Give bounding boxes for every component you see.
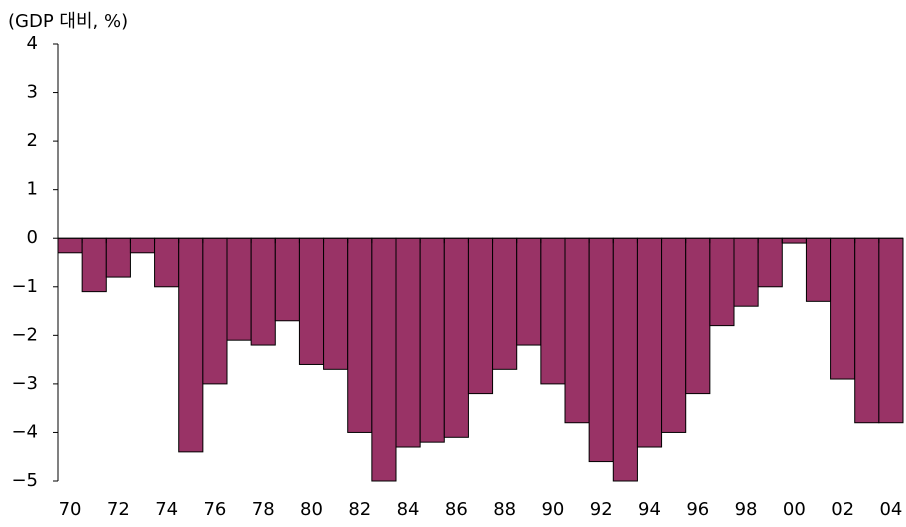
y-tick-label: 2	[27, 130, 38, 151]
y-tick-label: −1	[11, 276, 38, 297]
x-tick-label: 94	[638, 499, 661, 520]
x-tick-label: 82	[348, 499, 371, 520]
x-tick-label: 00	[783, 499, 806, 520]
bar	[178, 237, 204, 453]
bar	[805, 237, 832, 302]
x-tick-label: 88	[493, 499, 516, 520]
bar	[830, 237, 856, 380]
bar	[323, 237, 349, 370]
y-unit-label: (GDP 대비, %)	[8, 11, 128, 32]
bar	[757, 237, 783, 288]
x-tick-label: 72	[107, 499, 130, 520]
bar	[588, 237, 614, 463]
y-tick-label: 0	[27, 227, 38, 248]
bar	[636, 237, 663, 448]
bar	[685, 237, 711, 395]
x-tick-label: 74	[155, 499, 178, 520]
y-tick-label: −4	[11, 421, 38, 442]
bar	[226, 237, 252, 341]
bar	[81, 237, 107, 293]
x-tick-label: 04	[879, 499, 902, 520]
bar	[347, 237, 373, 433]
x-tick-label: 96	[686, 499, 709, 520]
x-tick-label: 92	[590, 499, 613, 520]
bar	[540, 237, 566, 385]
x-tick-label: 02	[831, 499, 854, 520]
x-tick-label: 84	[397, 499, 420, 520]
y-tick-label: −5	[11, 470, 38, 491]
bar	[878, 237, 904, 424]
bar	[612, 237, 638, 482]
bar	[854, 237, 880, 424]
x-tick-label: 86	[445, 499, 468, 520]
bar	[129, 237, 156, 254]
bar	[57, 237, 83, 254]
bar	[564, 237, 590, 424]
bar	[298, 237, 325, 365]
bar	[250, 237, 276, 346]
bar	[395, 237, 421, 448]
x-tick-label: 98	[735, 499, 758, 520]
bar	[105, 237, 131, 278]
y-tick-label: 4	[27, 33, 38, 54]
bar	[781, 237, 807, 244]
x-tick-label: 80	[300, 499, 323, 520]
bar	[371, 237, 397, 482]
x-tick-label: 76	[203, 499, 226, 520]
bar	[516, 237, 542, 346]
bar	[467, 237, 494, 395]
y-tick-label: 3	[27, 82, 38, 103]
bar	[202, 237, 228, 385]
y-tick-label: 1	[27, 179, 38, 200]
bar	[274, 237, 300, 322]
bar	[733, 237, 759, 307]
bar	[492, 237, 518, 370]
x-tick-label: 70	[59, 499, 82, 520]
x-tick-label: 90	[541, 499, 564, 520]
bar	[419, 237, 445, 443]
x-tick-label: 78	[252, 499, 275, 520]
y-tick-label: −2	[11, 324, 38, 345]
bar	[443, 237, 469, 438]
bar	[154, 237, 180, 288]
bar	[661, 237, 687, 433]
bar	[709, 237, 735, 327]
y-tick-label: −3	[11, 373, 38, 394]
